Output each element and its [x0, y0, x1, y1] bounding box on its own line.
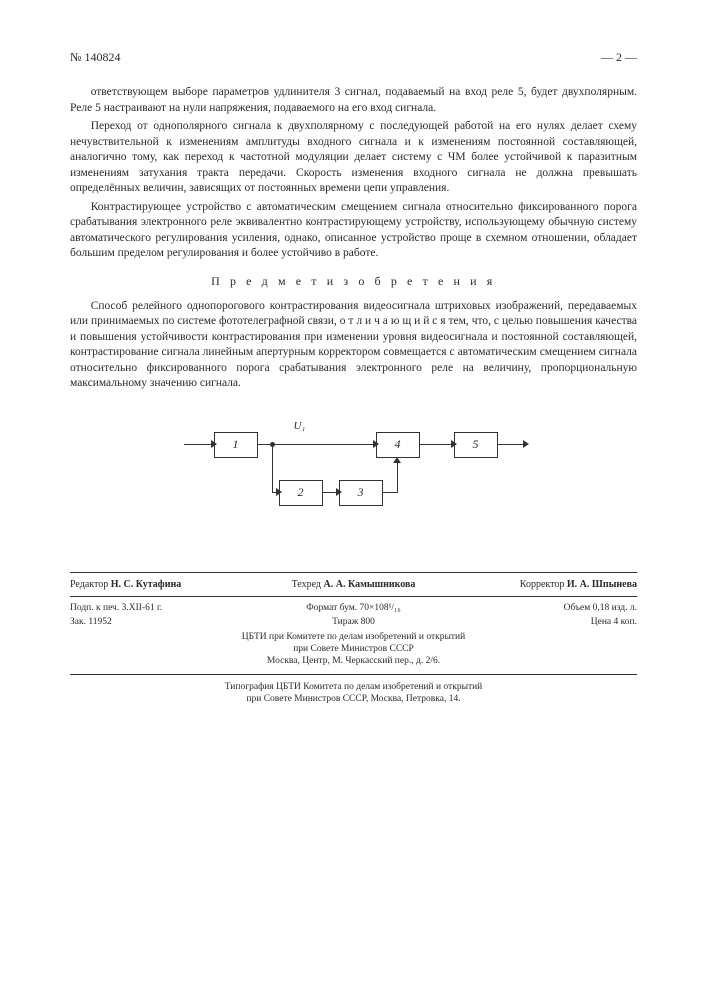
- wire-into-2: [272, 492, 277, 493]
- techred-name: А. А. Камышникова: [324, 579, 416, 590]
- editor-credit: Редактор Н. С. Кутафина: [70, 579, 259, 590]
- corrector-label: Корректор: [520, 579, 565, 590]
- footer-line-3: Москва, Центр, М. Черкасский пер., д. 2/…: [70, 655, 637, 667]
- footer-block-1: ЦБТИ при Комитете по делам изобретений и…: [70, 631, 637, 668]
- footer-separator: [70, 674, 637, 675]
- editor-name: Н. С. Кутафина: [111, 579, 181, 590]
- node-dot: [270, 442, 275, 447]
- pubinfo-date: Подп. к печ. 3.XII-61 г.: [70, 603, 259, 613]
- wire-in: [184, 444, 212, 445]
- signal-label-u1: U₁: [294, 420, 306, 432]
- page-container: № 140824 — 2 — ответствующем выборе пара…: [0, 0, 707, 735]
- block-5: 5: [454, 432, 498, 458]
- corrector-name: И. А. Шпынева: [567, 579, 637, 590]
- corrector-credit: Корректор И. А. Шпынева: [448, 579, 637, 590]
- wire-out: [498, 444, 524, 445]
- pubinfo-separator: [70, 596, 637, 597]
- footer-line-4: Типография ЦБТИ Комитета по делам изобре…: [70, 681, 637, 693]
- credits-row: Редактор Н. С. Кутафина Техред А. А. Кам…: [70, 579, 637, 590]
- credits-separator: [70, 572, 637, 573]
- pubinfo-order: Зак. 11952: [70, 617, 259, 627]
- pubinfo-price: Цена 4 коп.: [448, 617, 637, 627]
- pubinfo-volume: Объем 0,18 изд. л.: [448, 603, 637, 613]
- footer-line-1: ЦБТИ при Комитете по делам изобретений и…: [70, 631, 637, 643]
- wire-4-to-5: [420, 444, 452, 445]
- pubinfo-tirage: Тираж 800: [259, 617, 448, 627]
- wire-2-to-3: [323, 492, 337, 493]
- paragraph-3: Контрастирующее устройство с автоматичес…: [70, 200, 637, 262]
- pubinfo-row-2: Зак. 11952 Тираж 800 Цена 4 коп.: [70, 617, 637, 627]
- block-2: 2: [279, 480, 323, 506]
- paragraph-4: Способ релейного однопорогового контраст…: [70, 299, 637, 392]
- wire-1-to-4: [258, 444, 374, 445]
- document-number: № 140824: [70, 50, 120, 65]
- paragraph-2: Переход от однополярного сигнала к двухп…: [70, 119, 637, 197]
- block-4: 4: [376, 432, 420, 458]
- page-header: № 140824 — 2 —: [70, 50, 637, 65]
- footer-line-5: при Совете Министров СССР, Москва, Петро…: [70, 693, 637, 705]
- diagram-container: 1 4 5 2 3 U₁: [70, 422, 637, 512]
- pubinfo-row-1: Подп. к печ. 3.XII-61 г. Формат бум. 70×…: [70, 603, 637, 613]
- footer-block-2: Типография ЦБТИ Комитета по делам изобре…: [70, 681, 637, 706]
- wire-down-to-2: [272, 444, 273, 492]
- section-title: П р е д м е т и з о б р е т е н и я: [70, 274, 637, 289]
- block-1: 1: [214, 432, 258, 458]
- paragraph-1: ответствующем выборе параметров удлините…: [70, 85, 637, 116]
- pubinfo-format: Формат бум. 70×108¹/₁₆: [259, 603, 448, 613]
- block-diagram: 1 4 5 2 3 U₁: [184, 422, 524, 512]
- footer-line-2: при Совете Министров СССР: [70, 643, 637, 655]
- page-number: — 2 —: [601, 50, 637, 65]
- wire-3-out: [383, 492, 397, 493]
- wire-up-to-4: [397, 462, 398, 493]
- techred-credit: Техред А. А. Камышникова: [259, 579, 448, 590]
- editor-label: Редактор: [70, 579, 108, 590]
- techred-label: Техред: [292, 579, 321, 590]
- block-3: 3: [339, 480, 383, 506]
